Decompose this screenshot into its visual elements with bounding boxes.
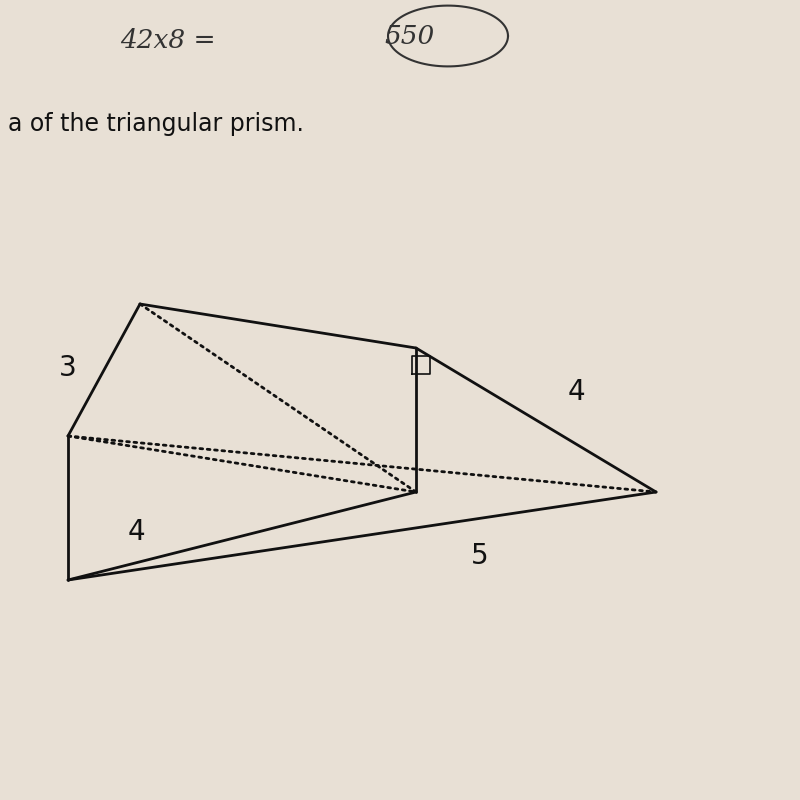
Text: 42x8 =: 42x8 =	[120, 27, 216, 53]
Text: 3: 3	[59, 354, 77, 382]
Text: 550: 550	[384, 23, 434, 49]
Text: 5: 5	[471, 542, 489, 570]
Text: 4: 4	[127, 518, 145, 546]
Text: 4: 4	[567, 378, 585, 406]
Text: a of the triangular prism.: a of the triangular prism.	[8, 112, 304, 136]
